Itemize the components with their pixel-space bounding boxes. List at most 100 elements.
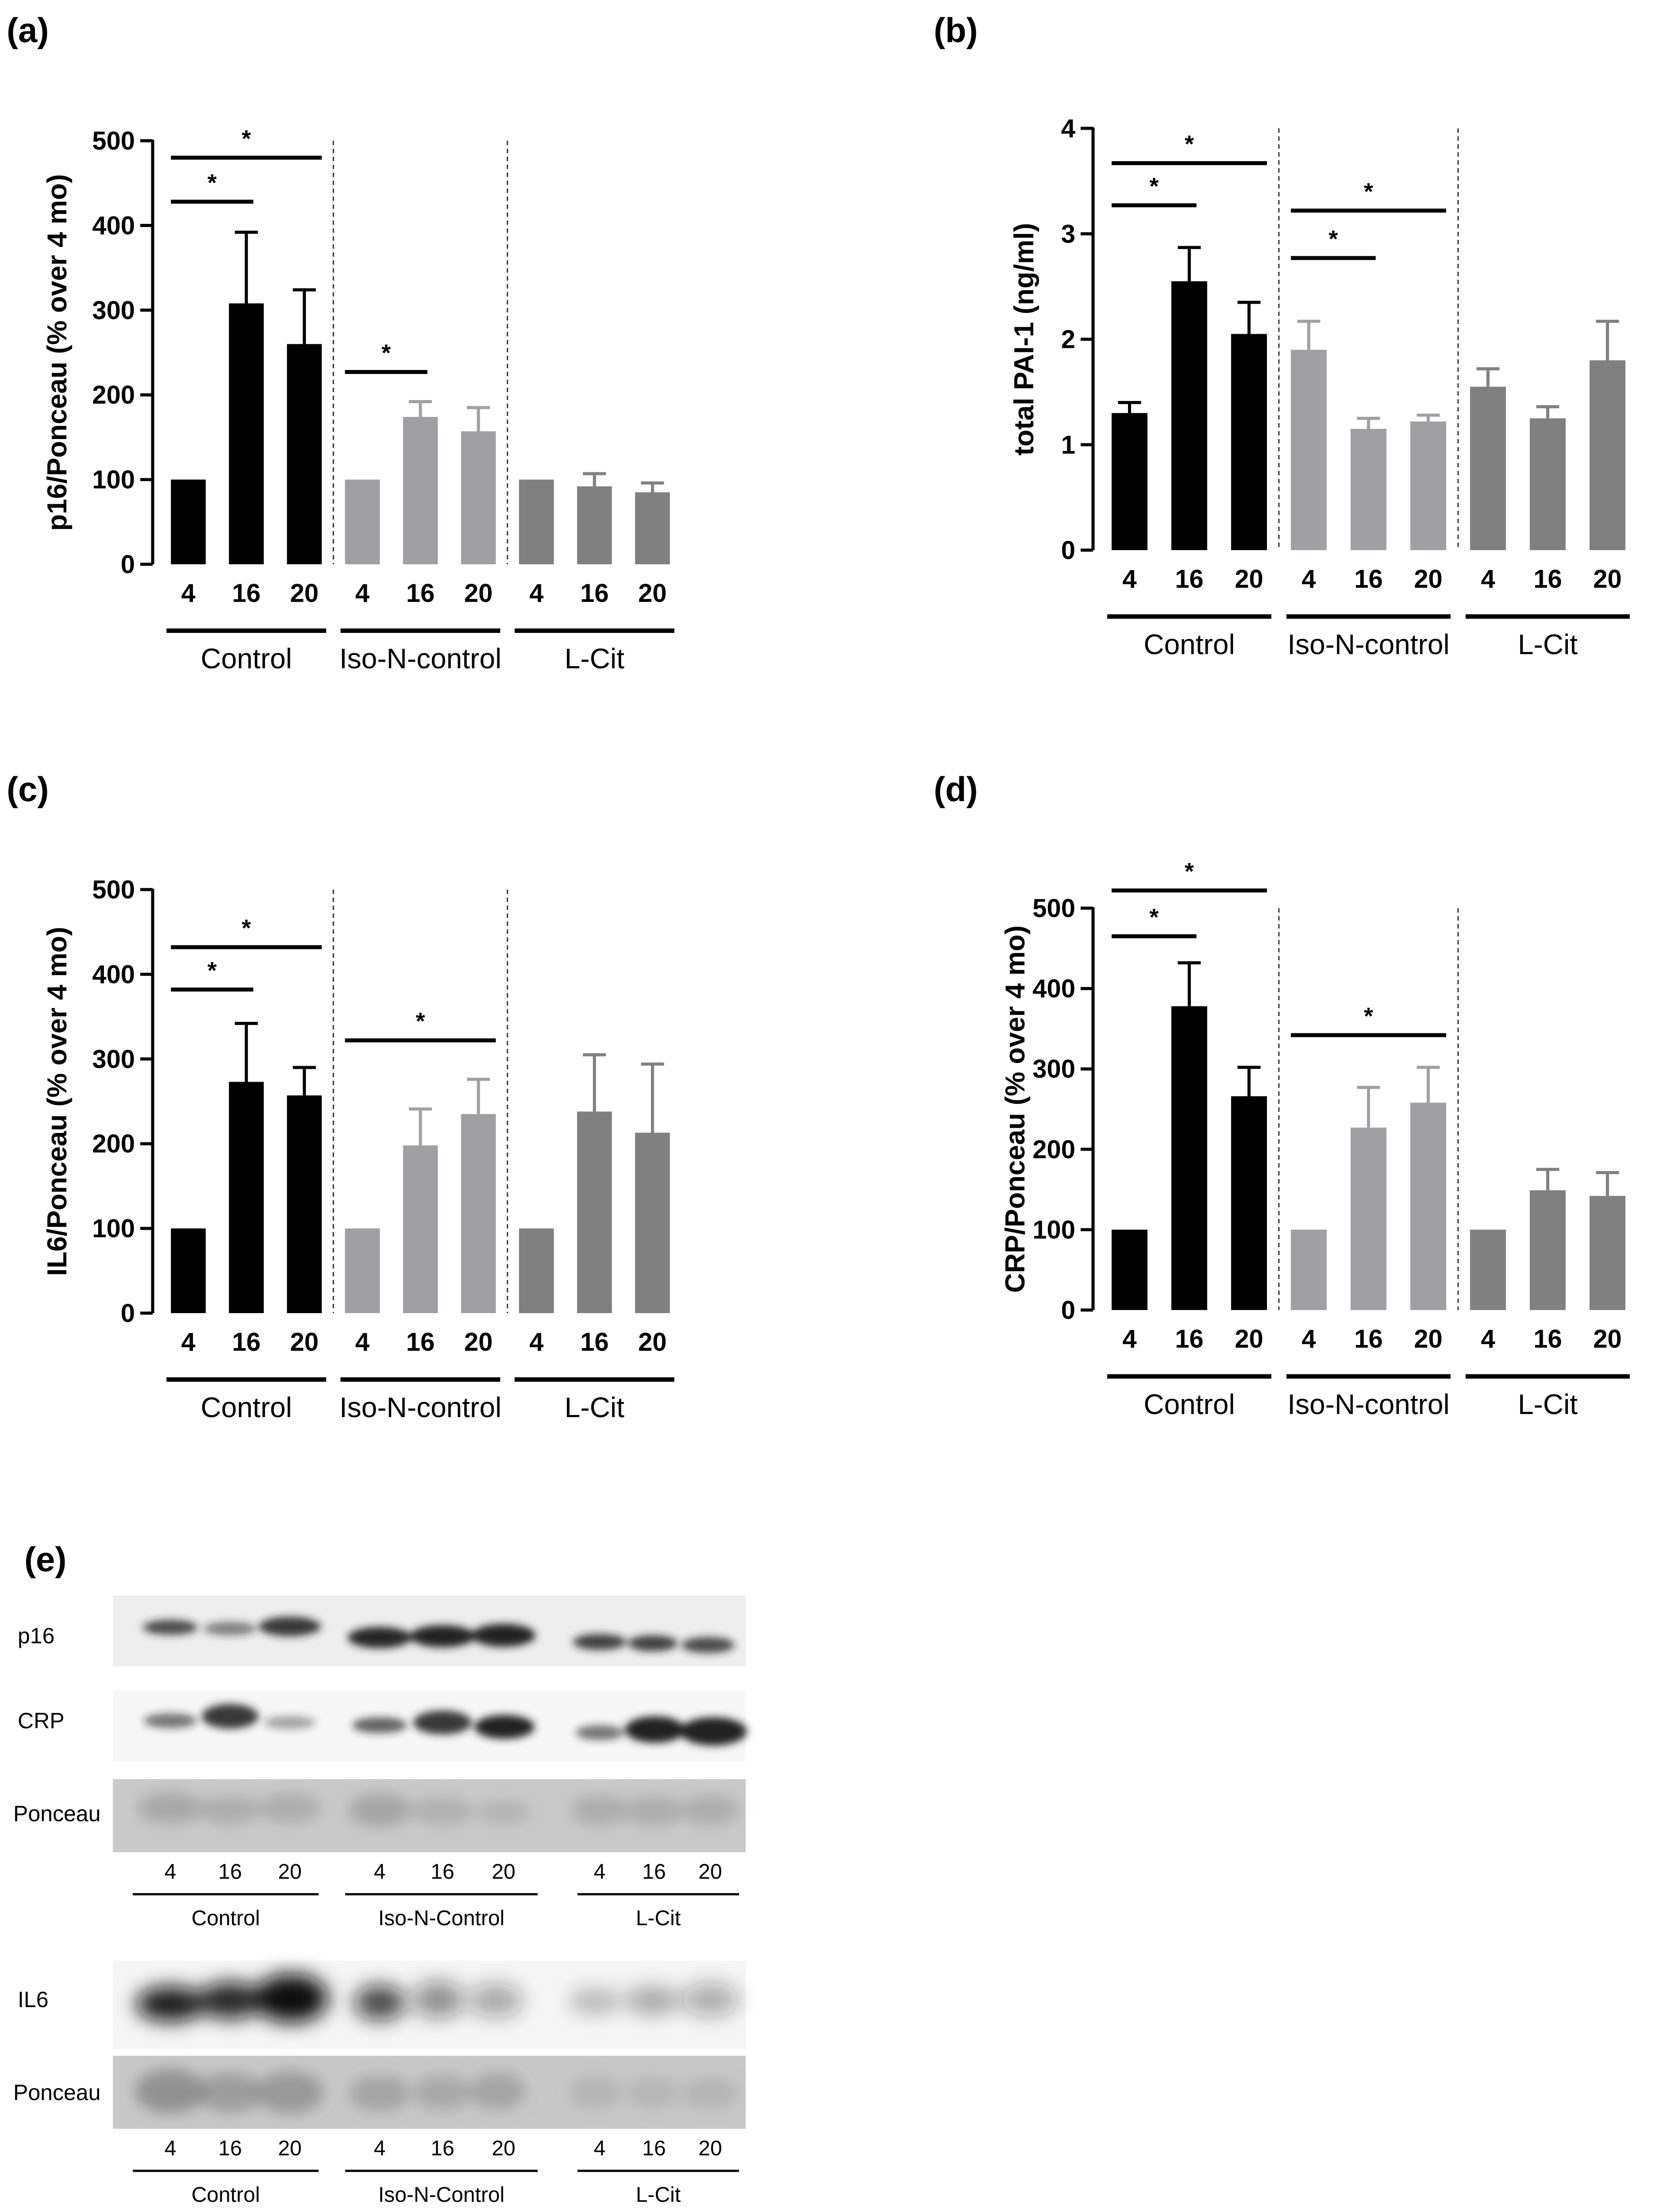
bar xyxy=(1351,1127,1386,1310)
bar xyxy=(345,479,380,564)
bar xyxy=(1171,1006,1207,1310)
x-tick-label: 4 xyxy=(529,1328,543,1356)
panel-label-a: (a) xyxy=(7,11,49,50)
x-tick-label: 16 xyxy=(406,1328,435,1356)
x-tick-label: 16 xyxy=(1354,1325,1383,1353)
bar xyxy=(171,1228,206,1313)
y-tick-label: 500 xyxy=(1032,894,1075,923)
group-label: Iso-N-control xyxy=(1287,1388,1449,1420)
x-tick-label: 16 xyxy=(580,1328,609,1356)
significance-star: * xyxy=(242,915,251,941)
y-tick-label: 0 xyxy=(1061,536,1075,565)
panel-label-d: (d) xyxy=(934,770,978,809)
blot-row-label: Ponceau xyxy=(13,2080,100,2105)
blot-group-label: L-Cit xyxy=(636,2183,681,2207)
blot-group-label: L-Cit xyxy=(636,1907,681,1930)
bar xyxy=(577,486,612,564)
group-label: Iso-N-control xyxy=(1287,628,1449,660)
y-axis-title: IL6/Ponceau (% over 4 mo) xyxy=(42,927,73,1276)
blot-lane-label: 4 xyxy=(165,1860,177,1884)
y-axis-title: p16/Ponceau (% over 4 mo) xyxy=(42,174,73,531)
bar xyxy=(403,416,438,564)
y-tick-label: 200 xyxy=(1032,1135,1075,1164)
x-tick-label: 20 xyxy=(464,1328,493,1356)
chart-il6: 0 100 200 300 400 500 IL6/Ponceau (% over 4 mo… xyxy=(42,875,674,1423)
group-label: L-Cit xyxy=(565,1391,624,1423)
significance-star: * xyxy=(1328,226,1338,252)
bar xyxy=(519,479,554,564)
bar xyxy=(1112,413,1147,550)
bar xyxy=(1231,334,1267,550)
bar xyxy=(635,1133,670,1313)
bar xyxy=(1590,1196,1625,1310)
blot-lane-label: 20 xyxy=(492,1860,515,1884)
bar xyxy=(577,1111,612,1313)
y-tick-label: 300 xyxy=(92,1045,135,1074)
x-tick-label: 20 xyxy=(1235,565,1263,593)
bar xyxy=(519,1228,554,1313)
blot-row-label: p16 xyxy=(18,1623,54,1648)
y-tick-label: 0 xyxy=(121,550,135,579)
blot-group-label: Iso-N-Control xyxy=(378,2183,504,2207)
panel-label-b: (b) xyxy=(934,11,978,50)
bar xyxy=(635,492,670,564)
bar xyxy=(403,1145,438,1313)
group-label: Control xyxy=(201,643,292,674)
group-label: L-Cit xyxy=(565,643,624,674)
blot-row-label: Ponceau xyxy=(13,1801,100,1826)
bar xyxy=(229,1082,264,1313)
significance-star: * xyxy=(1149,904,1159,931)
x-tick-label: 16 xyxy=(232,579,261,608)
significance-star: * xyxy=(1185,131,1194,158)
x-tick-label: 16 xyxy=(1533,565,1562,593)
x-tick-label: 20 xyxy=(1414,565,1443,593)
significance-star: * xyxy=(242,125,251,152)
blot-lane-label: 16 xyxy=(431,2137,454,2160)
blot-lane-label: 16 xyxy=(431,1860,454,1884)
bar xyxy=(1171,281,1207,550)
bar xyxy=(1590,360,1625,550)
y-tick-label: 200 xyxy=(92,381,135,409)
x-tick-label: 16 xyxy=(1175,565,1204,593)
group-label: Control xyxy=(1143,1388,1235,1420)
y-tick-label: 4 xyxy=(1061,114,1075,143)
blot-row-label: CRP xyxy=(18,1708,65,1733)
significance-star: * xyxy=(416,1008,425,1035)
bar xyxy=(1231,1096,1267,1310)
y-tick-label: 3 xyxy=(1061,220,1075,248)
blot-strip-p16 xyxy=(113,1595,746,1666)
x-tick-label: 20 xyxy=(1593,565,1622,593)
blot-lane-labels-lower: 4 16 20 4 16 20 4 16 20 Control Iso-N-Control L-Cit xyxy=(133,2137,739,2207)
y-tick-label: 500 xyxy=(92,127,135,155)
bar xyxy=(1470,386,1506,550)
x-tick-label: 4 xyxy=(1122,565,1136,593)
significance-star: * xyxy=(208,957,217,984)
group-label: Control xyxy=(1143,628,1235,660)
panel-label-e: (e) xyxy=(24,1540,66,1579)
y-tick-label: 0 xyxy=(1061,1296,1075,1325)
significance-star: * xyxy=(1364,1003,1373,1029)
bar xyxy=(229,303,264,564)
blot-lane-label: 16 xyxy=(642,1860,666,1884)
bar xyxy=(1410,1102,1446,1310)
x-tick-label: 4 xyxy=(355,1328,370,1356)
blot-lane-label: 20 xyxy=(492,2137,515,2160)
x-tick-label: 4 xyxy=(355,579,370,608)
x-tick-label: 16 xyxy=(1354,565,1383,593)
blot-lane-label: 4 xyxy=(165,2137,177,2160)
chart-p16: 0 100 200 300 400 500 p16/Ponceau (% over 4 mo… xyxy=(42,125,674,674)
bar xyxy=(287,1095,322,1313)
blot-lane-label: 20 xyxy=(698,2137,722,2160)
group-label: L-Cit xyxy=(1518,628,1578,660)
bar xyxy=(1351,429,1386,550)
x-tick-label: 20 xyxy=(638,1328,667,1356)
panel-label-c: (c) xyxy=(7,770,49,809)
significance-star: * xyxy=(1364,178,1373,205)
blot-lane-label: 4 xyxy=(594,2137,606,2160)
x-tick-label: 16 xyxy=(232,1328,261,1356)
y-axis-title: total PAI-1 (ng/ml) xyxy=(1009,223,1039,456)
bar xyxy=(1530,418,1566,550)
significance-star: * xyxy=(1185,858,1194,885)
x-tick-label: 20 xyxy=(290,1328,319,1356)
